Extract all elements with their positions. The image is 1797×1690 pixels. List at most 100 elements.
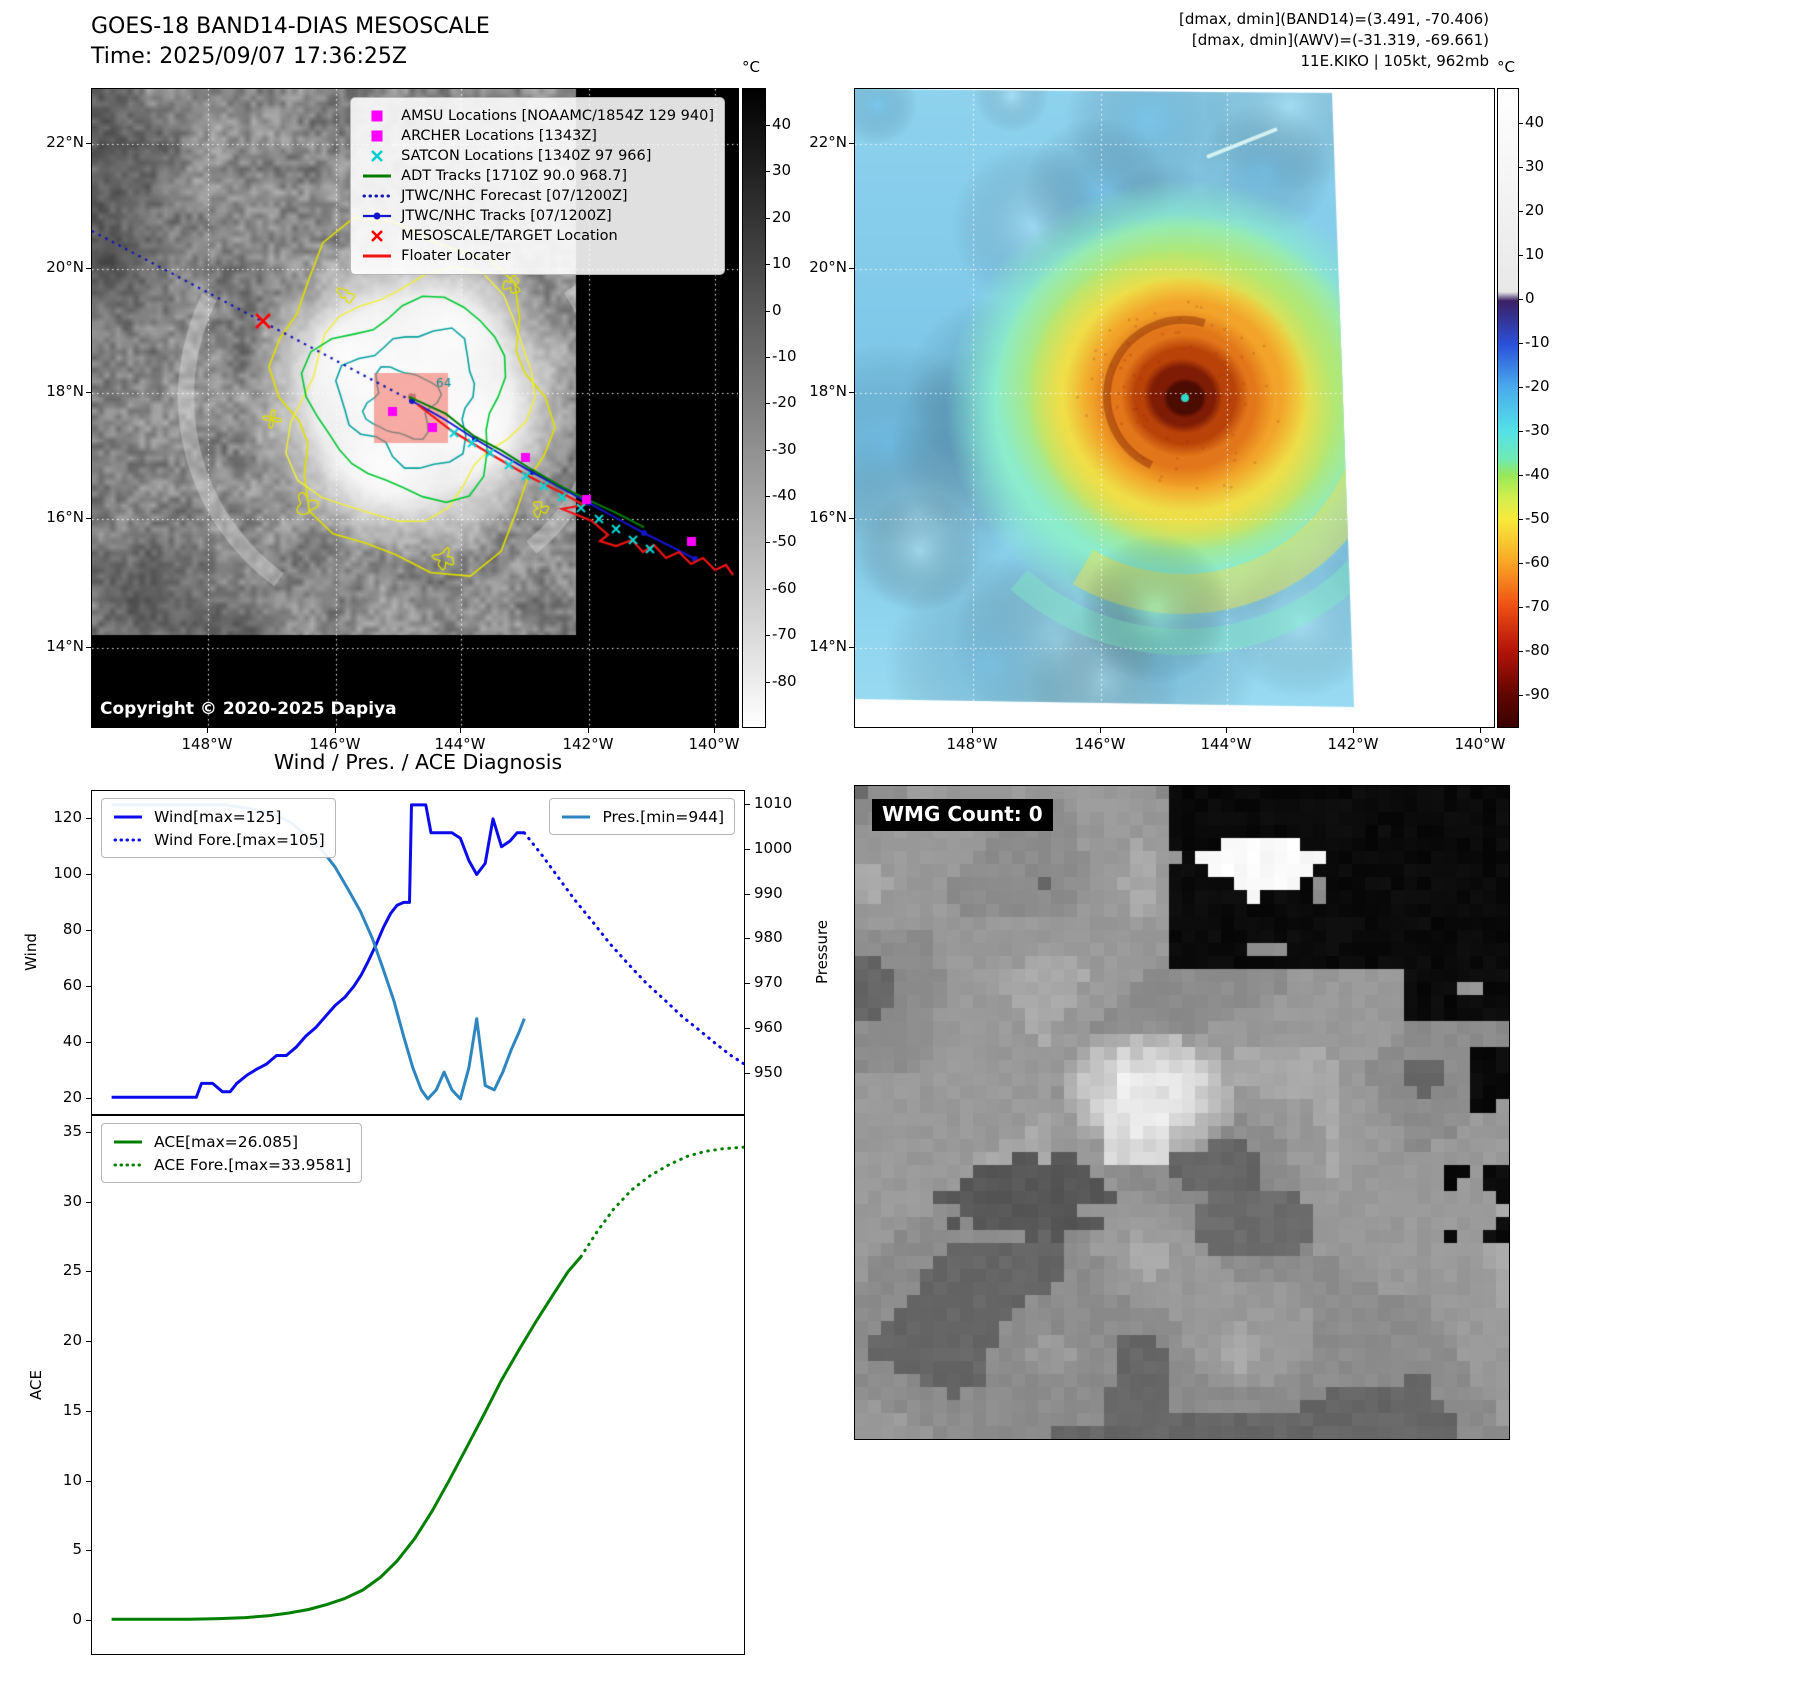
- lat-tick-mark: [86, 268, 91, 269]
- lat-tick-label: 16°N: [809, 508, 847, 526]
- legend-row: Wind[max=125]: [112, 805, 325, 828]
- awv-colorbar-tick-label: 10: [1525, 245, 1545, 264]
- awv-colorbar-unit: °C: [1497, 58, 1515, 76]
- lat-tick-mark: [849, 392, 854, 393]
- line-icon: [562, 815, 591, 818]
- legend-label: AMSU Locations [NOAAMC/1854Z 129 940]: [401, 108, 714, 124]
- band14-colorbar-tick-mark: [766, 171, 770, 173]
- band14-colorbar-tick-label: 0: [772, 300, 782, 319]
- ytick-left-label: 40: [62, 1032, 82, 1051]
- awv-colorbar-tick-label: 20: [1525, 201, 1545, 220]
- series-line: [579, 1145, 746, 1259]
- band14-colorbar-tick-mark: [766, 264, 770, 266]
- ytick-left-mark: [86, 1550, 91, 1552]
- band14-colorbar-tick-label: 40: [772, 115, 792, 134]
- lon-tick-mark: [1100, 728, 1101, 733]
- lon-tick-label: 144°W: [434, 735, 486, 753]
- annotation-awv-dmax-dmin: [dmax, dmin](AWV)=(-31.319, -69.661): [1191, 31, 1489, 49]
- ytick-left-label: 5: [72, 1540, 82, 1559]
- ytick-left-label: 25: [62, 1261, 82, 1280]
- lon-tick-mark: [714, 728, 715, 733]
- legend-row: AMSU Locations [NOAAMC/1854Z 129 940]: [361, 106, 714, 126]
- lon-tick-label: 142°W: [1327, 735, 1379, 753]
- legend-label: Wind Fore.[max=105]: [154, 830, 325, 849]
- band14-colorbar-tick-label: -30: [772, 439, 797, 458]
- ytick-right-mark: [745, 1028, 750, 1030]
- band14-colorbar-tick-label: 10: [772, 254, 792, 273]
- ytick-left-mark: [86, 1271, 91, 1273]
- ytick-left-label: 20: [62, 1331, 82, 1350]
- ytick-left-label: 60: [62, 976, 82, 995]
- ytick-left-mark: [86, 1620, 91, 1622]
- awv-colorbar-tick-mark: [1519, 431, 1523, 433]
- legend-row: Pres.[min=944]: [560, 805, 724, 828]
- x-legend-icon: [361, 228, 393, 244]
- ytick-left-label: 35: [62, 1121, 82, 1140]
- ytick-right-label: 980: [754, 928, 783, 947]
- lon-tick-mark: [588, 728, 589, 733]
- awv-colorbar-tick-mark: [1519, 387, 1523, 389]
- line-legend-icon: [361, 168, 393, 184]
- legend-label: ACE Fore.[max=33.9581]: [154, 1155, 352, 1174]
- ytick-left-mark: [86, 930, 91, 932]
- ytick-right-mark: [745, 983, 750, 985]
- ytick-left-mark: [86, 1410, 91, 1412]
- lat-tick-mark: [86, 143, 91, 144]
- band14-colorbar-tick-mark: [766, 217, 770, 219]
- ytick-left-mark: [86, 1201, 91, 1203]
- lat-tick-label: 22°N: [46, 133, 84, 151]
- awv-colorbar-tick-mark: [1519, 607, 1523, 609]
- awv-colorbar-tick-mark: [1519, 475, 1523, 477]
- band14-colorbar-tick-mark: [766, 310, 770, 312]
- dotted-line-legend-icon: [361, 188, 393, 204]
- x-icon: [371, 230, 384, 242]
- wmg-panel: WMG Count: 0: [854, 785, 1510, 1440]
- legend-row: JTWC/NHC Forecast [07/1200Z]: [361, 186, 714, 206]
- band14-colorbar-tick-label: -60: [772, 578, 797, 597]
- band14-colorbar-tick-label: -80: [772, 671, 797, 690]
- band14-colorbar-unit: °C: [742, 58, 760, 76]
- band14-title: GOES-18 BAND14-DIAS MESOSCALE: [91, 14, 490, 39]
- band14-colorbar-tick-label: -20: [772, 393, 797, 412]
- square-legend-icon: [361, 108, 393, 124]
- lon-tick-label: 140°W: [1454, 735, 1506, 753]
- lat-tick-mark: [86, 392, 91, 393]
- annotation-band14-dmax-dmin: [dmax, dmin](BAND14)=(3.491, -70.406): [1178, 10, 1489, 28]
- legend-row: ADT Tracks [1710Z 90.0 968.7]: [361, 166, 714, 186]
- lat-tick-label: 20°N: [809, 258, 847, 276]
- awv-colorbar-tick-mark: [1519, 211, 1523, 213]
- awv-enhanced-satellite-map: [854, 88, 1495, 728]
- awv-colorbar-tick-mark: [1519, 651, 1523, 653]
- ytick-right-label: 970: [754, 973, 783, 992]
- lat-tick-mark: [86, 647, 91, 648]
- band14-colorbar-tick-mark: [766, 449, 770, 451]
- diagnosis-chart-title: Wind / Pres. / ACE Diagnosis: [273, 750, 563, 774]
- awv-colorbar-tick-label: -50: [1525, 509, 1550, 528]
- band14-colorbar-tick-mark: [766, 542, 770, 544]
- awv-colorbar-tick-mark: [1519, 123, 1523, 125]
- annotation-storm-id: 11E.KIKO | 105kt, 962mb: [1300, 52, 1489, 70]
- band14-colorbar-tick-label: -10: [772, 346, 797, 365]
- series-line: [522, 831, 746, 1066]
- legend-row: JTWC/NHC Tracks [07/1200Z]: [361, 206, 714, 226]
- awv-colorbar-tick-label: -10: [1525, 333, 1550, 352]
- square-legend-icon: [361, 128, 393, 144]
- ytick-left-mark: [86, 1098, 91, 1100]
- legend-row: ACE[max=26.085]: [112, 1130, 351, 1153]
- lon-tick-mark: [1353, 728, 1354, 733]
- lat-tick-label: 16°N: [46, 508, 84, 526]
- line-icon: [114, 815, 142, 818]
- legend-label: ACE[max=26.085]: [154, 1132, 299, 1151]
- lon-tick-label: 148°W: [181, 735, 233, 753]
- band14-colorbar-tick-label: -40: [772, 486, 797, 505]
- lat-tick-label: 20°N: [46, 258, 84, 276]
- ytick-left-mark: [86, 874, 91, 876]
- legend-label: MESOSCALE/TARGET Location: [401, 228, 618, 244]
- awv-colorbar-tick-mark: [1519, 343, 1523, 345]
- band14-colorbar-tick-mark: [766, 588, 770, 590]
- line-icon: [114, 1140, 142, 1143]
- lon-tick-label: 144°W: [1200, 735, 1252, 753]
- lat-tick-label: 14°N: [46, 637, 84, 655]
- dotted-line-legend-icon: [112, 1157, 144, 1173]
- legend-row: ARCHER Locations [1343Z]: [361, 126, 714, 146]
